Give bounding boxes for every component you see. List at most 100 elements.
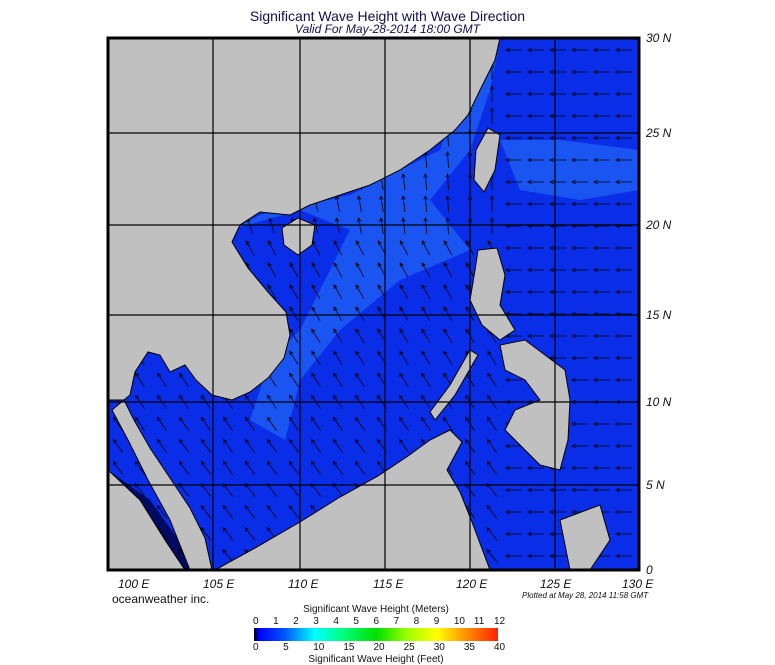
wave-arrow: [156, 416, 167, 431]
wave-arrow: [222, 416, 233, 431]
wave-arrow: [399, 284, 409, 300]
wave-arrow: [311, 350, 321, 366]
light-wave-region: [230, 40, 500, 440]
wave-arrow: [615, 135, 632, 141]
lat-label: 0: [646, 563, 653, 577]
wave-arrow: [593, 267, 610, 273]
wave-arrow: [355, 240, 365, 256]
wave-arrow: [333, 372, 343, 387]
wave-arrow: [267, 240, 277, 256]
wave-arrow: [443, 262, 453, 278]
wave-arrow: [505, 443, 522, 449]
colorbar-tick: 10: [453, 616, 465, 627]
land-taiwan: [473, 127, 501, 193]
wave-arrow: [222, 504, 234, 519]
wave-arrow: [112, 460, 124, 475]
wave-arrow: [266, 438, 277, 453]
wave-arrow: [615, 553, 632, 559]
colorbar-tick: 0: [253, 642, 259, 653]
wave-arrow: [445, 195, 450, 213]
wave-arrow: [593, 135, 610, 141]
wave-arrow: [571, 355, 588, 361]
light-wave-region: [500, 140, 639, 200]
wave-arrow: [593, 245, 610, 251]
wave-arrow: [571, 157, 588, 163]
lat-label: 5 N: [646, 478, 665, 492]
wave-arrow: [311, 262, 321, 278]
wave-arrow: [505, 135, 522, 141]
wave-arrow: [399, 350, 409, 366]
lon-label: 115 E: [373, 577, 404, 591]
wave-arrow: [615, 421, 632, 427]
wave-arrow: [200, 460, 212, 475]
wave-arrow: [549, 91, 566, 97]
wave-arrow: [505, 91, 522, 97]
wave-arrow: [244, 460, 256, 475]
wave-arrow: [332, 438, 343, 453]
wave-arrow: [505, 553, 522, 559]
wave-arrow: [420, 416, 431, 431]
wave-arrow: [266, 416, 277, 431]
colorbar-tick: 8: [413, 616, 420, 627]
colorbar-tick: 20: [373, 642, 385, 653]
colorbar-tick: 12: [494, 616, 506, 627]
wave-arrow: [266, 504, 278, 519]
wave-arrow: [310, 416, 321, 431]
wave-arrow: [615, 179, 632, 185]
lat-label: 25 N: [646, 126, 672, 140]
wave-arrow: [593, 179, 610, 185]
wave-arrow: [401, 173, 406, 190]
wave-arrow: [505, 69, 522, 75]
wave-arrow: [289, 262, 299, 278]
wave-arrow: [615, 245, 632, 251]
wave-arrow: [288, 416, 299, 431]
plotted-timestamp: Plotted at May 28, 2014 11:58 GMT: [522, 591, 649, 600]
wave-arrow: [527, 531, 544, 537]
wave-arrow: [312, 217, 319, 234]
wave-arrow: [333, 306, 343, 322]
wave-arrow: [549, 333, 566, 339]
wave-arrow: [289, 284, 299, 300]
land-asia-mainland: [108, 38, 501, 401]
wave-arrow: [527, 113, 544, 119]
wave-arrow: [505, 267, 522, 273]
wave-arrow: [593, 333, 610, 339]
lon-label: 130 E: [622, 577, 654, 591]
wave-arrow: [615, 201, 632, 207]
wave-arrow: [357, 217, 362, 234]
wave-arrow: [527, 69, 544, 75]
wave-arrow: [593, 113, 610, 119]
land-hainan: [281, 217, 316, 256]
wave-arrow: [134, 460, 146, 475]
wave-arrow: [615, 509, 632, 515]
wave-arrow: [489, 85, 495, 103]
wave-arrow: [593, 91, 610, 97]
wave-arrow: [289, 306, 299, 322]
wave-arrow: [486, 416, 497, 431]
wave-arrow: [593, 157, 610, 163]
wave-arrow: [487, 372, 497, 387]
wave-arrow: [445, 151, 450, 169]
wave-arrow: [593, 421, 610, 427]
wave-arrow: [178, 460, 190, 475]
wave-arrow: [334, 217, 341, 234]
wave-arrow: [505, 113, 522, 119]
wave-arrow: [571, 69, 588, 75]
wave-arrow: [333, 262, 343, 278]
wave-arrow: [549, 47, 566, 53]
wave-arrow: [571, 465, 588, 471]
wave-arrow: [615, 69, 632, 75]
wave-arrow: [571, 179, 588, 185]
wave-arrow: [615, 443, 632, 449]
wave-arrow: [549, 487, 566, 493]
wave-arrow: [379, 217, 384, 234]
wave-arrow: [289, 372, 299, 387]
wave-arrow: [489, 107, 495, 125]
wave-arrow: [355, 306, 365, 322]
wave-arrow: [527, 135, 544, 141]
wave-arrow: [549, 553, 566, 559]
wave-arrow: [527, 465, 544, 471]
lat-label: 20 N: [646, 218, 672, 232]
wave-arrow: [549, 113, 566, 119]
wave-arrow: [505, 509, 522, 515]
